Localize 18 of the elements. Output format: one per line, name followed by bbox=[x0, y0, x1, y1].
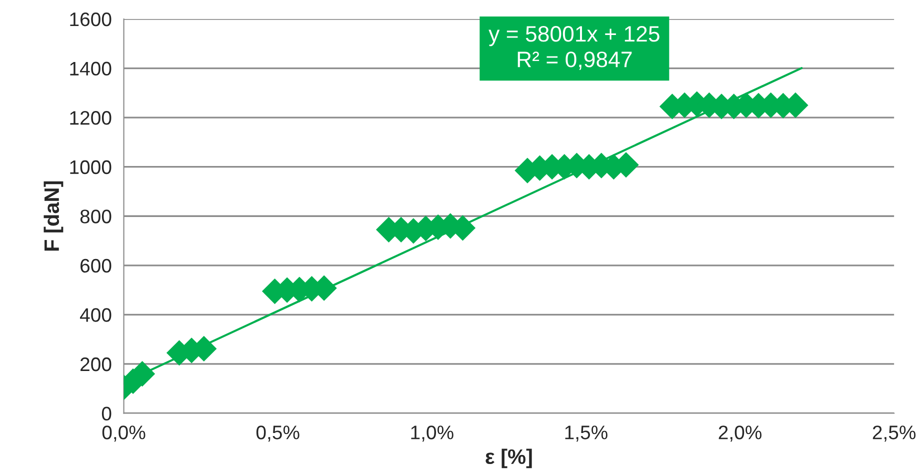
y-tick-label: 1600 bbox=[70, 12, 112, 26]
y-tick-label: 800 bbox=[80, 210, 112, 224]
x-tick-label: 1,0% bbox=[411, 426, 454, 442]
y-tick-label: 400 bbox=[80, 308, 112, 322]
x-tick-label: 2,0% bbox=[718, 426, 762, 442]
y-tick-label: 1200 bbox=[70, 111, 112, 125]
x-tick-label: 0,0% bbox=[102, 426, 146, 442]
y-tick-label: 600 bbox=[80, 258, 112, 273]
x-tick-label: 1,5% bbox=[565, 426, 608, 442]
y-tick-label: 1400 bbox=[70, 62, 112, 76]
x-tick-label: 0,5% bbox=[256, 426, 300, 442]
y-tick-label: 0 bbox=[102, 406, 112, 420]
x-axis-title: ε [%] bbox=[486, 448, 532, 468]
annotation: y = 58001x + 125 R² = 0,9847 bbox=[488, 26, 660, 70]
x-tick-label: 2,5% bbox=[872, 426, 916, 442]
y-tick-label: 1000 bbox=[70, 160, 112, 174]
y-tick-label: 200 bbox=[80, 357, 112, 372]
y-axis-title: F [daN] bbox=[44, 181, 64, 251]
